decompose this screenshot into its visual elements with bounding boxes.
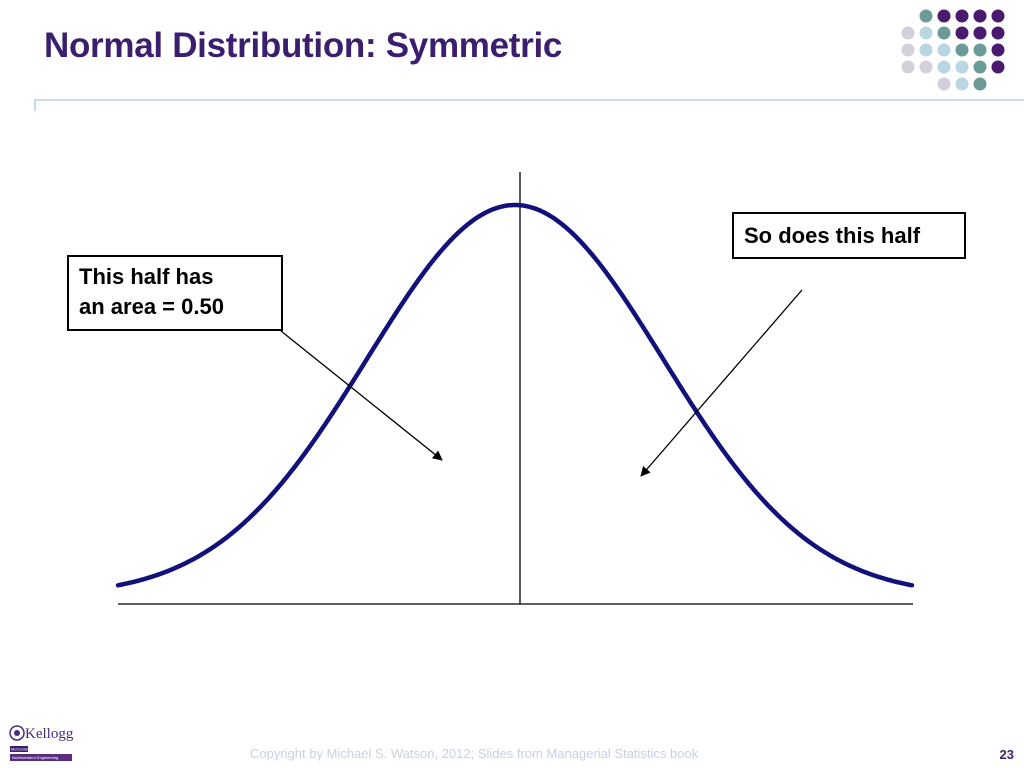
page-number: 23 — [999, 747, 1014, 762]
decorative-dot — [901, 26, 915, 40]
right-half-callout: So does this half — [732, 212, 966, 259]
decorative-dot — [937, 9, 951, 23]
slide-title: Normal Distribution: Symmetric — [44, 26, 563, 65]
decorative-dot — [955, 60, 969, 74]
decorative-dot — [955, 77, 969, 91]
decorative-dot — [919, 60, 933, 74]
decorative-dot — [919, 43, 933, 57]
decorative-dot — [973, 77, 987, 91]
title-divider — [34, 99, 1024, 101]
decorative-dot — [937, 26, 951, 40]
decorative-dot — [919, 9, 933, 23]
decorative-dot — [991, 43, 1005, 57]
kellogg-logo-text: Kellogg — [25, 726, 74, 742]
decorative-dot — [973, 9, 987, 23]
decorative-dot — [991, 9, 1005, 23]
decorative-dot — [991, 26, 1005, 40]
logo-line-1: McCormick — [11, 747, 31, 752]
decorative-dot — [901, 60, 915, 74]
left-half-callout: This half has an area = 0.50 — [67, 255, 283, 331]
decorative-dot — [991, 60, 1005, 74]
copyright-footer: Copyright by Michael S. Watson, 2012; Sl… — [250, 746, 699, 761]
decorative-dot — [955, 26, 969, 40]
decorative-dot — [937, 43, 951, 57]
decorative-dot — [919, 26, 933, 40]
decorative-dot-grid — [901, 9, 1005, 91]
right-arrow — [640, 289, 803, 477]
kellogg-logo: Kellogg McCormick Northwestern Engineeri… — [9, 725, 74, 761]
decorative-dot — [973, 60, 987, 74]
decorative-dot — [937, 60, 951, 74]
left-callout-line-2: an area = 0.50 — [79, 294, 224, 319]
decorative-dot — [901, 43, 915, 57]
decorative-dot — [973, 43, 987, 57]
title-divider-tick — [34, 99, 36, 111]
left-arrow — [280, 330, 443, 461]
decorative-dot — [955, 43, 969, 57]
decorative-dot — [937, 77, 951, 91]
decorative-dot — [973, 26, 987, 40]
logo-line-2: Northwestern Engineering — [12, 755, 58, 760]
bell-curve — [115, 202, 915, 588]
left-callout-line-1: This half has — [79, 264, 214, 289]
decorative-dot — [955, 9, 969, 23]
